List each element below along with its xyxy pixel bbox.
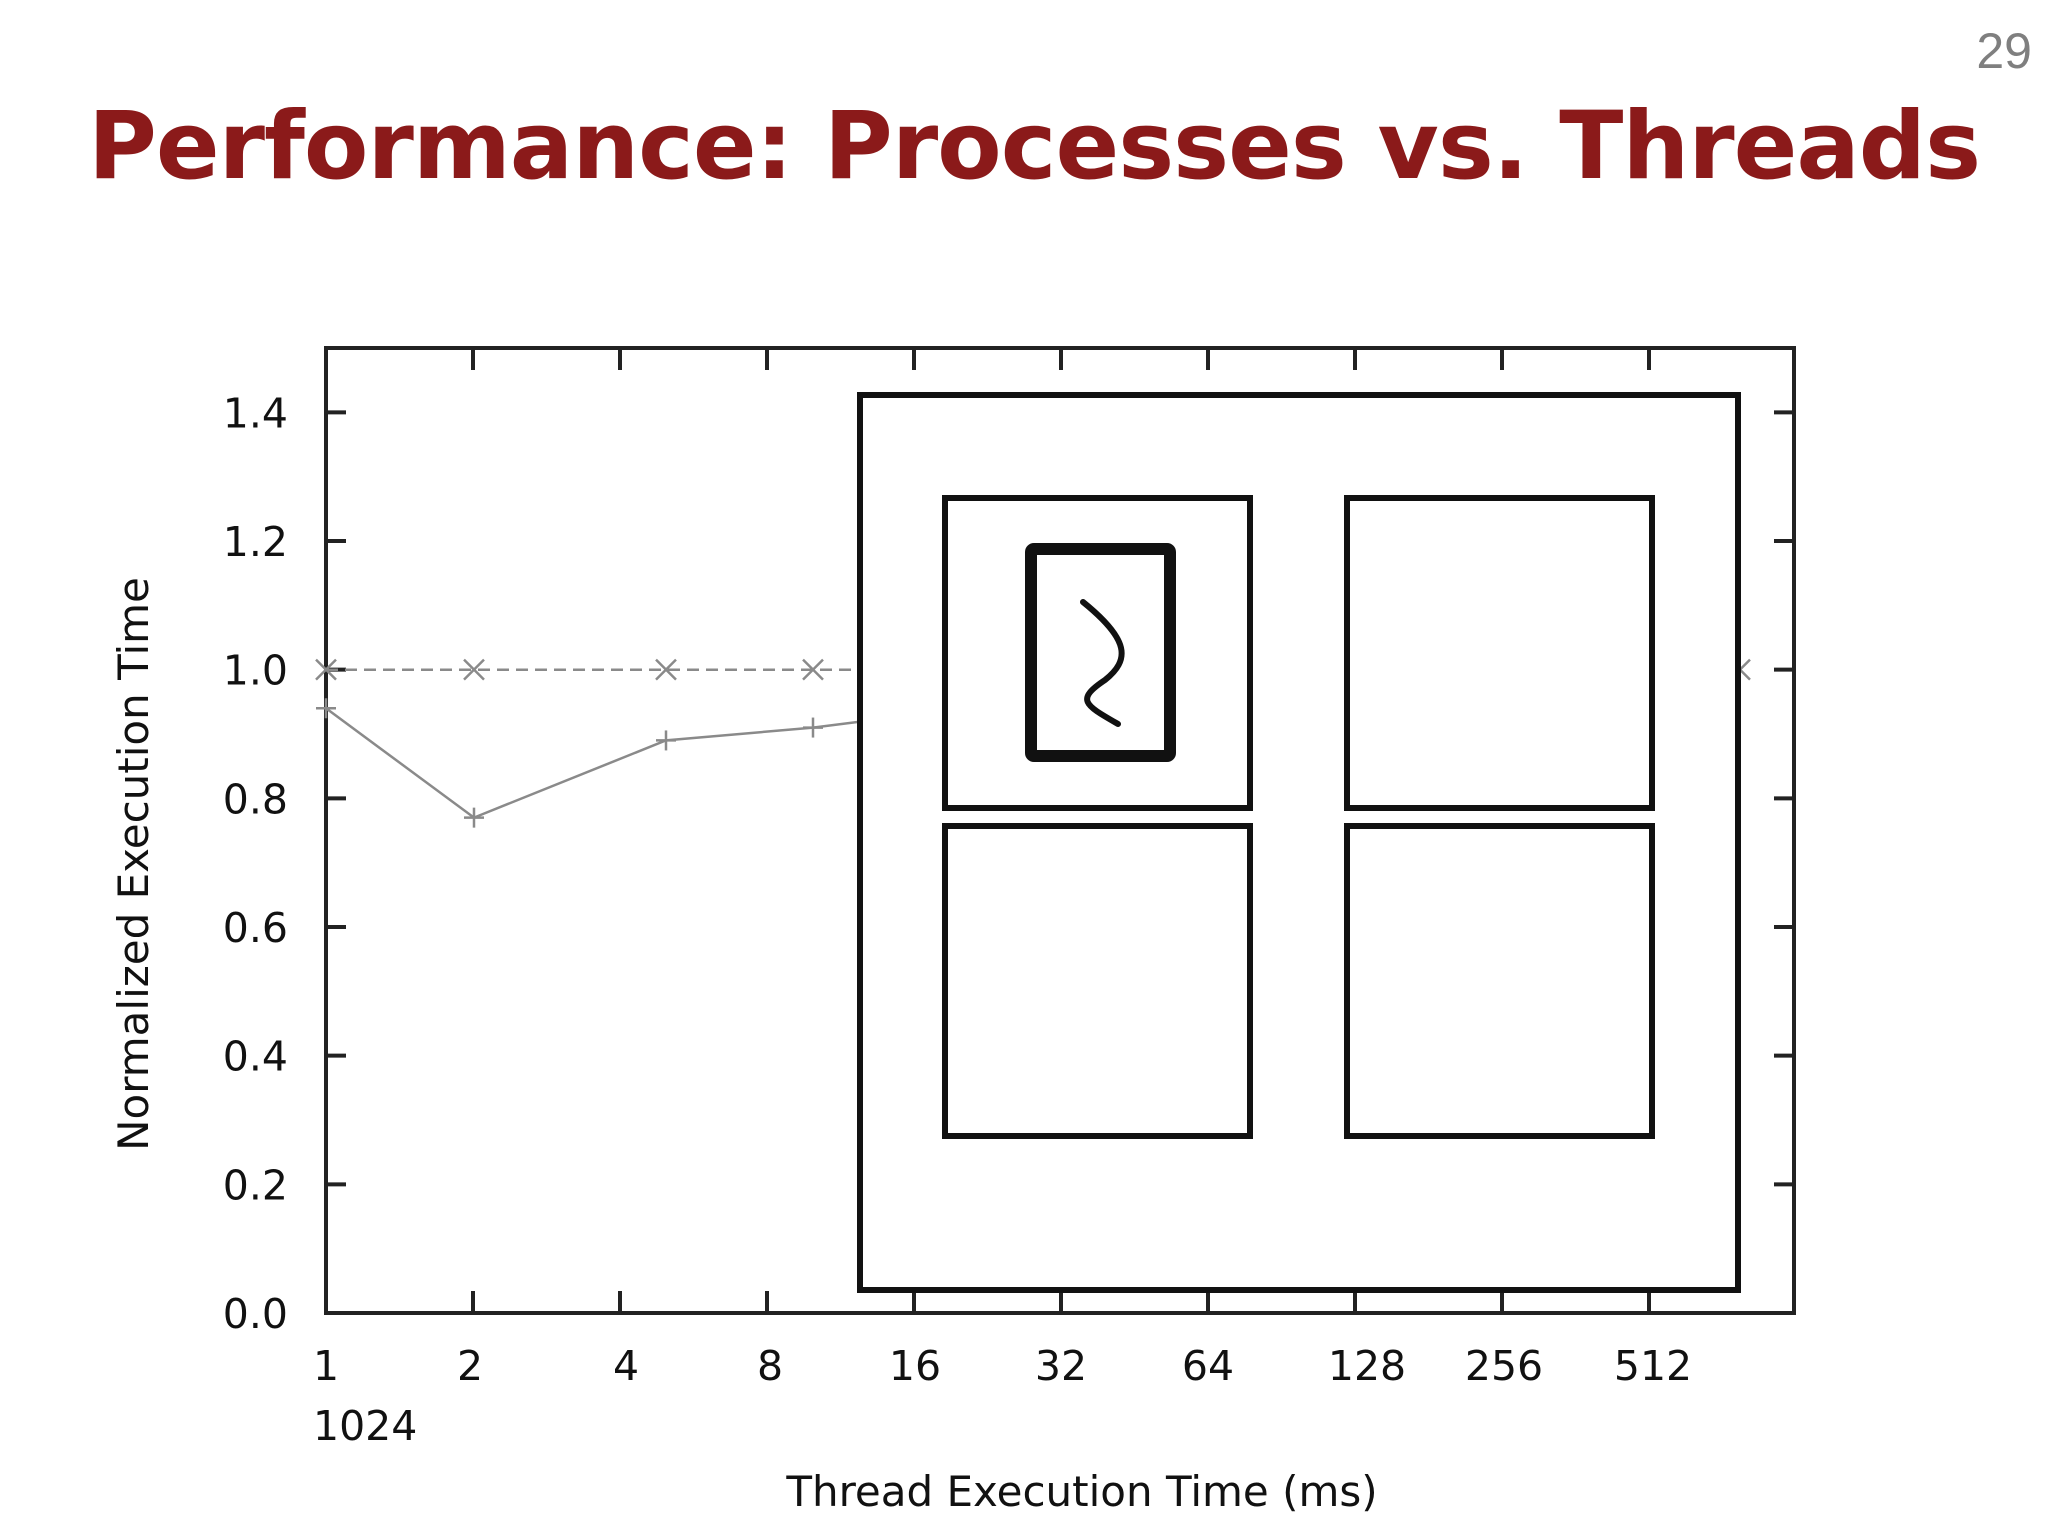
x-tick-label: 32 — [1035, 1342, 1087, 1390]
data-point — [315, 658, 337, 681]
core-bottom-right — [1344, 823, 1655, 1139]
x-tick-label: 4 — [613, 1342, 639, 1390]
data-point — [464, 807, 484, 828]
x-tick-label: 1024 — [313, 1402, 417, 1450]
processor-cores-icon — [857, 392, 1741, 1293]
x-tick-label: 8 — [757, 1342, 783, 1390]
core-top-right — [1344, 495, 1655, 811]
x-tick-label: 256 — [1465, 1342, 1543, 1390]
y-tick-label: 0.2 — [223, 1161, 288, 1209]
x-tick-label: 2 — [457, 1342, 483, 1390]
slide-number: 29 — [1976, 23, 2032, 79]
core-bottom-left — [942, 823, 1253, 1139]
thread-icon — [1025, 543, 1176, 762]
x-tick-label: 128 — [1328, 1342, 1406, 1390]
y-tick-label: 1.0 — [223, 647, 288, 695]
data-point — [316, 698, 336, 719]
x-tick-label: 512 — [1614, 1342, 1692, 1390]
y-tick-label: 0.4 — [223, 1033, 288, 1081]
tick-labels: 0.0 0.2 0.4 0.6 0.8 1.0 1.2 1.4 1 2 4 8 16 32 64 128 256… — [223, 389, 1692, 1450]
y-tick-label: 0.0 — [223, 1290, 288, 1338]
x-tick-label: 64 — [1182, 1342, 1234, 1390]
x-tick-label: 16 — [889, 1342, 941, 1390]
x-tick-label: 1 — [313, 1342, 339, 1390]
y-tick-label: 1.2 — [223, 518, 288, 566]
data-point — [463, 658, 485, 681]
y-tick-label: 1.4 — [223, 389, 288, 437]
y-tick-label: 0.8 — [223, 775, 288, 823]
x-axis-title: Thread Execution Time (ms) — [785, 1467, 1377, 1516]
slide-title: Performance: Processes vs. Threads — [88, 92, 1981, 201]
data-point — [656, 730, 676, 751]
y-tick-label: 0.6 — [223, 904, 288, 952]
data-point — [655, 658, 677, 681]
data-point — [802, 658, 824, 681]
y-axis-title: Normalized Execution Time — [109, 577, 158, 1151]
data-point — [803, 717, 823, 738]
